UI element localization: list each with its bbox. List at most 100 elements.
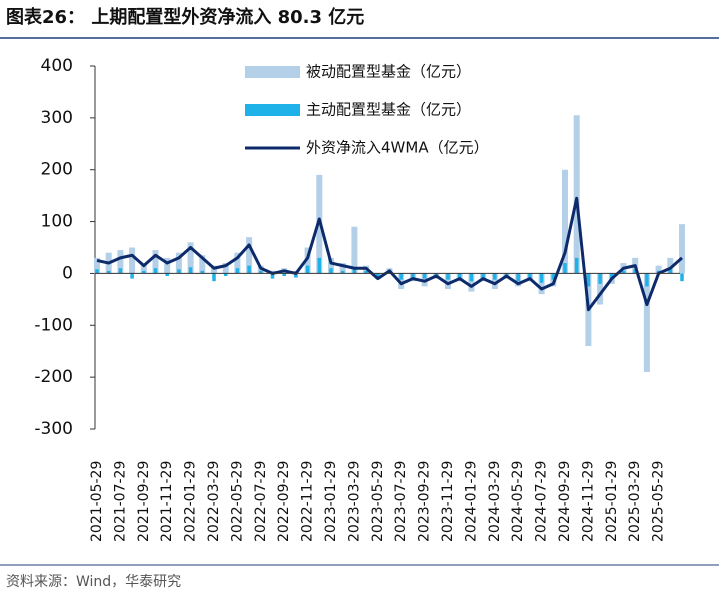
bar [516, 273, 520, 282]
bar [493, 273, 497, 280]
x-tick-label: 2024-09-29 [557, 461, 573, 542]
bar [328, 257, 334, 274]
bar [562, 169, 568, 274]
x-tick-label: 2023-01-29 [323, 461, 339, 542]
bar [645, 273, 649, 287]
x-tick-label: 2024-07-29 [534, 461, 550, 542]
legend-label: 被动配置型基金（亿元） [306, 63, 471, 81]
x-tick-label: 2021-05-29 [89, 461, 105, 542]
x-tick-label: 2022-09-29 [276, 461, 292, 542]
y-tick-label: -100 [34, 315, 73, 335]
bar [246, 237, 253, 274]
bar [329, 268, 333, 274]
source: 资料来源：Wind，华泰研究 [6, 574, 181, 590]
bar [164, 257, 171, 274]
bar [364, 270, 368, 274]
bar [117, 250, 124, 274]
x-tick-label: 2024-01-29 [463, 461, 479, 542]
bar [212, 273, 216, 282]
bar [491, 273, 498, 289]
x-tick-label: 2021-11-29 [159, 461, 175, 542]
y-tick-label: -200 [34, 367, 73, 387]
y-tick-label: 100 [41, 212, 73, 232]
bar [411, 273, 415, 278]
y-tick-label: 200 [41, 160, 73, 180]
bar [200, 270, 205, 274]
legend-swatch [245, 66, 300, 78]
bar [667, 257, 674, 274]
x-tick-label: 2021-07-29 [112, 461, 128, 542]
bar [305, 265, 310, 274]
legend-swatch [245, 104, 300, 116]
x-tick-label: 2022-07-29 [253, 461, 269, 542]
x-tick-label: 2022-03-29 [206, 461, 222, 542]
legend-label: 主动配置型基金（亿元） [306, 101, 471, 119]
bar [563, 263, 567, 274]
bar [481, 273, 485, 279]
bar [317, 257, 322, 274]
bar [130, 273, 134, 279]
bar [304, 247, 311, 274]
bar [633, 269, 637, 274]
x-tick-label: 2025-03-29 [627, 461, 643, 542]
x-tick-label: 2024-11-29 [580, 461, 596, 542]
y-tick-label: 300 [41, 108, 73, 128]
bar [234, 252, 241, 274]
bar [339, 263, 346, 274]
bar [469, 273, 474, 282]
x-tick-label: 2021-09-29 [136, 461, 152, 542]
x-tick-label: 2023-09-29 [417, 461, 433, 542]
bar [457, 273, 462, 278]
x-tick-label: 2025-01-29 [604, 461, 620, 542]
y-tick-label: -300 [34, 419, 73, 439]
bar [199, 255, 206, 274]
bar [188, 267, 193, 274]
bar [140, 263, 147, 274]
bar [175, 252, 182, 274]
bar [152, 250, 159, 274]
bar [586, 273, 591, 287]
bar [223, 273, 228, 277]
legend-label: 外资净流入4WMA（亿元） [306, 139, 489, 157]
x-tick-label: 2022-11-29 [300, 461, 316, 542]
bar [118, 268, 123, 274]
bar [539, 273, 544, 283]
bar [551, 273, 556, 280]
bar [376, 273, 380, 279]
bar [106, 270, 111, 274]
bar [270, 273, 275, 279]
bar [398, 273, 405, 289]
bar [352, 269, 357, 274]
bar [94, 257, 100, 274]
x-tick-label: 2024-05-29 [510, 461, 526, 542]
bar [679, 224, 685, 274]
x-tick-label: 2025-05-29 [651, 461, 667, 542]
bar [610, 273, 614, 279]
line [96, 196, 683, 312]
bar [142, 270, 146, 274]
bar [621, 270, 626, 274]
bar [259, 270, 263, 274]
bar [351, 226, 358, 274]
x-tick-label: 2023-03-29 [346, 461, 362, 542]
bar [399, 273, 403, 280]
bar [668, 269, 673, 274]
bar [528, 273, 532, 279]
bar [282, 273, 286, 277]
bar [655, 265, 662, 274]
x-tick-label: 2023-11-29 [440, 461, 456, 542]
bar [422, 273, 427, 279]
bar [574, 257, 579, 274]
bar [446, 273, 450, 280]
bar [294, 273, 298, 278]
x-tick-label: 2022-05-29 [229, 461, 245, 542]
bar [680, 273, 684, 282]
bar [538, 273, 545, 295]
bar [340, 270, 345, 274]
x-tick-label: 2024-03-29 [487, 461, 503, 542]
bar [468, 273, 475, 292]
bar [153, 268, 158, 274]
y-tick-label: 0 [62, 263, 73, 283]
bar [222, 263, 229, 274]
x-tick-label: 2023-05-29 [370, 461, 386, 542]
